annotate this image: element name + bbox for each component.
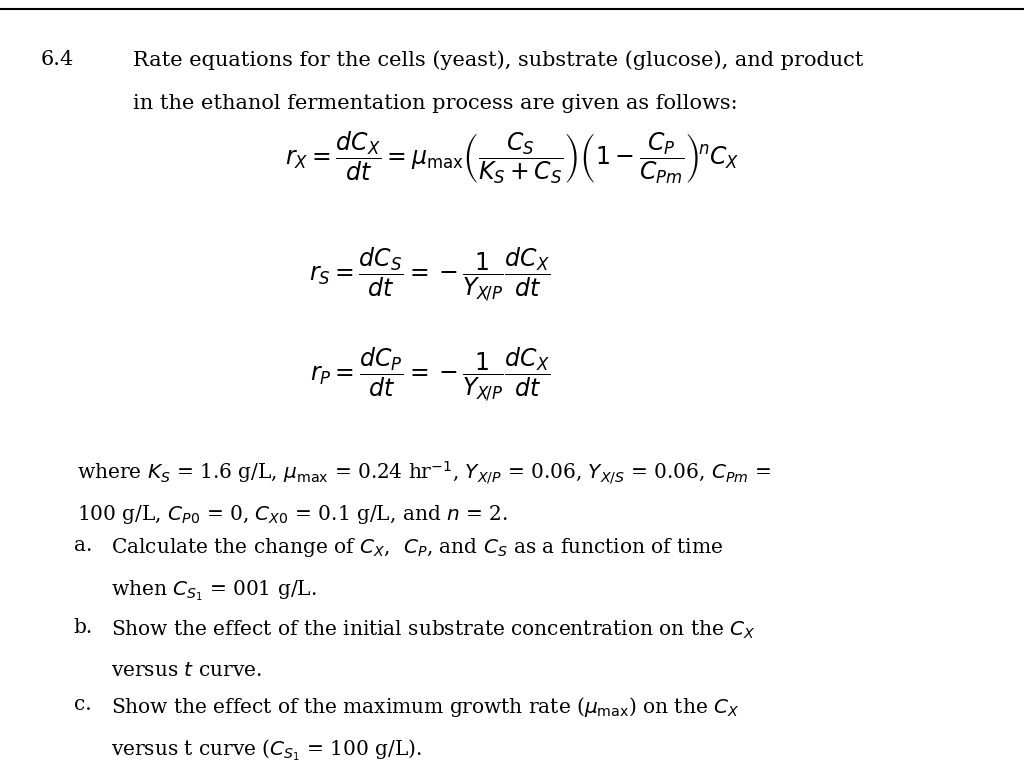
Text: versus t curve ($C_{S_1}$ = 100 g/L).: versus t curve ($C_{S_1}$ = 100 g/L). bbox=[111, 738, 422, 763]
Text: Show the effect of the initial substrate concentration on the $C_X$: Show the effect of the initial substrate… bbox=[111, 618, 755, 641]
Text: c.: c. bbox=[74, 695, 91, 715]
Text: Rate equations for the cells (yeast), substrate (glucose), and product: Rate equations for the cells (yeast), su… bbox=[133, 50, 863, 70]
Text: b.: b. bbox=[74, 618, 93, 638]
Text: versus $t$ curve.: versus $t$ curve. bbox=[111, 661, 261, 680]
Text: where $K_S$ = 1.6 g/L, $\mu_{\mathrm{max}}$ = 0.24 hr$^{-1}$, $Y_{X/P}$ = 0.06, : where $K_S$ = 1.6 g/L, $\mu_{\mathrm{max… bbox=[77, 459, 771, 486]
Text: Calculate the change of $C_X$,  $C_P$, and $C_S$ as a function of time: Calculate the change of $C_X$, $C_P$, an… bbox=[111, 536, 723, 559]
Text: $r_X = \dfrac{dC_X}{dt} = \mu_{\mathrm{max}} \left( \dfrac{C_S}{K_S + C_S} \righ: $r_X = \dfrac{dC_X}{dt} = \mu_{\mathrm{m… bbox=[285, 130, 739, 187]
Text: in the ethanol fermentation process are given as follows:: in the ethanol fermentation process are … bbox=[133, 94, 737, 113]
Text: $r_P = \dfrac{dC_P}{dt} = -\dfrac{1}{Y_{X\!/P}} \dfrac{dC_X}{dt}$: $r_P = \dfrac{dC_P}{dt} = -\dfrac{1}{Y_{… bbox=[310, 345, 550, 402]
Text: Show the effect of the maximum growth rate ($\mu_{\mathrm{max}}$) on the $C_X$: Show the effect of the maximum growth ra… bbox=[111, 695, 739, 719]
Text: a.: a. bbox=[74, 536, 92, 555]
Text: 6.4: 6.4 bbox=[41, 50, 74, 69]
Text: 100 g/L, $C_{P0}$ = 0, $C_{X0}$ = 0.1 g/L, and $n$ = 2.: 100 g/L, $C_{P0}$ = 0, $C_{X0}$ = 0.1 g/… bbox=[77, 503, 508, 526]
Text: when $C_{S_1}$ = 001 g/L.: when $C_{S_1}$ = 001 g/L. bbox=[111, 578, 316, 603]
Text: $r_S = \dfrac{dC_S}{dt} = -\dfrac{1}{Y_{X\!/P}} \dfrac{dC_X}{dt}$: $r_S = \dfrac{dC_S}{dt} = -\dfrac{1}{Y_{… bbox=[309, 245, 551, 302]
